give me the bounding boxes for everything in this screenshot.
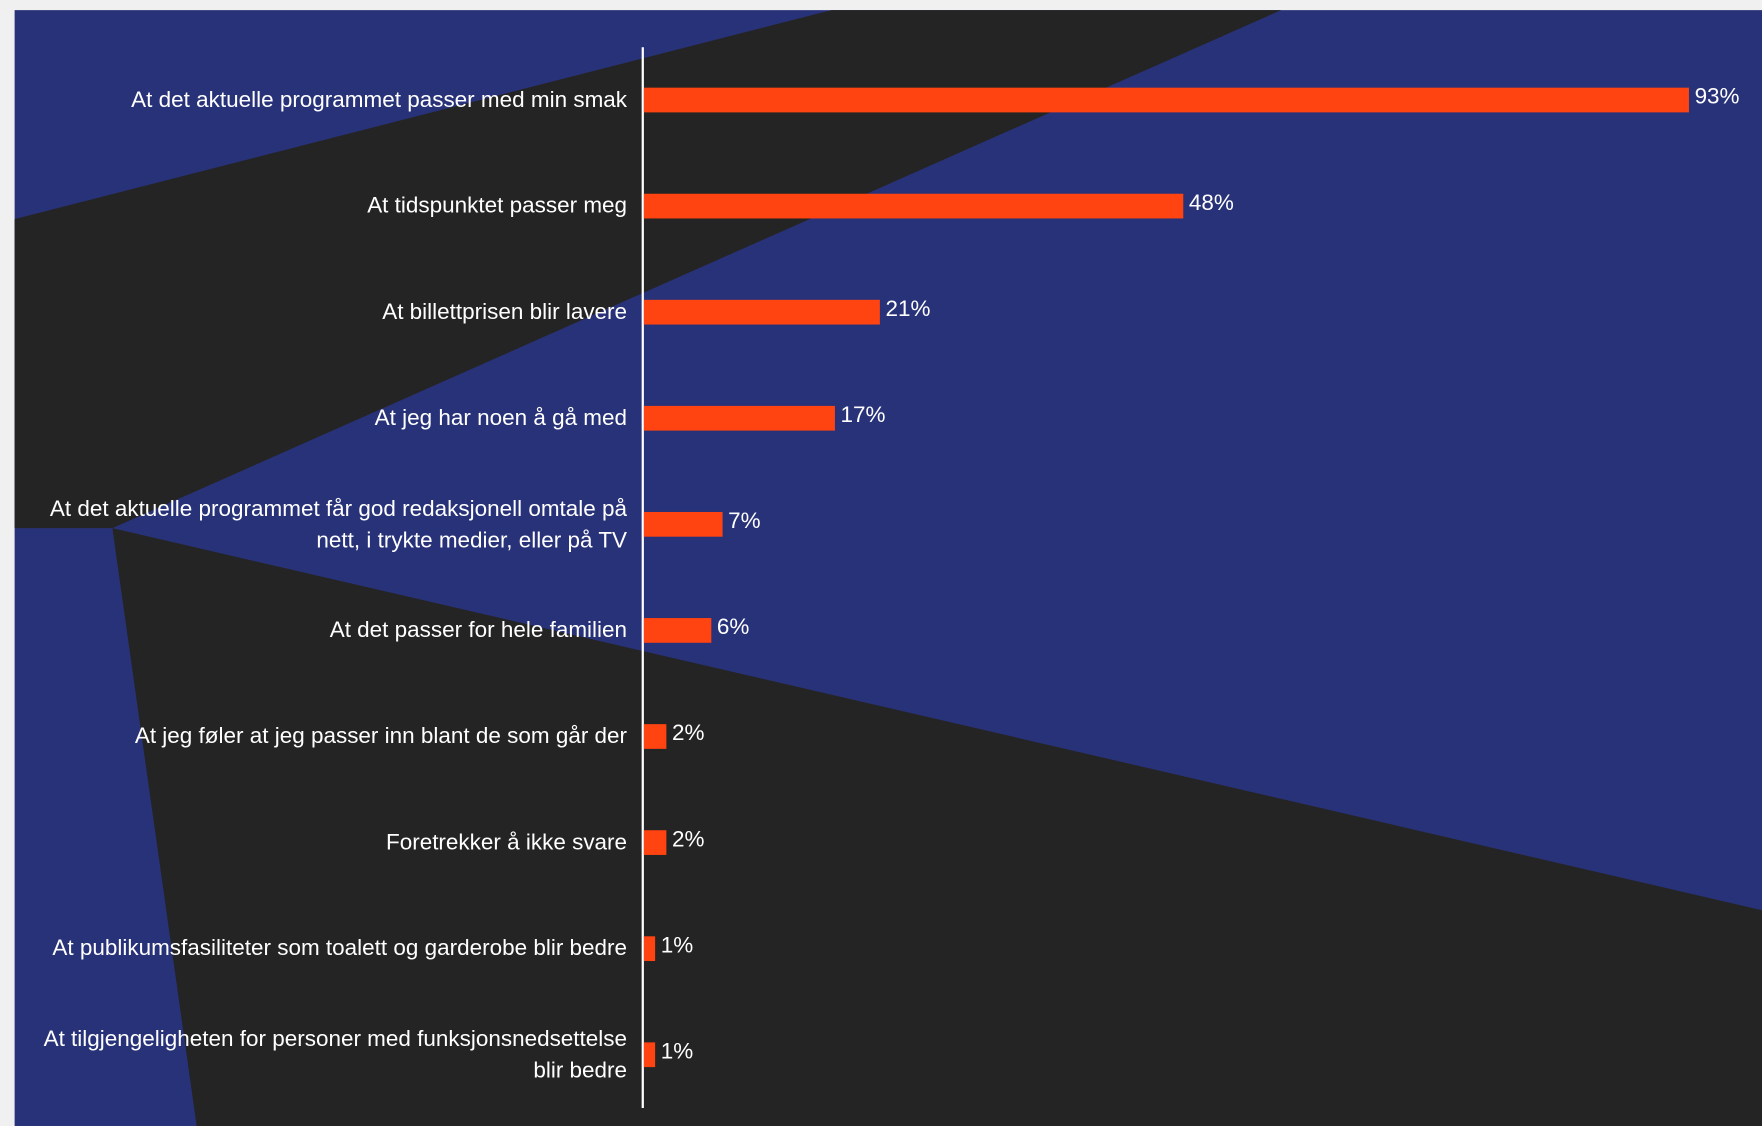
category-label: At det passer for hele familien xyxy=(329,618,628,643)
bar xyxy=(643,87,1689,113)
value-label: 2% xyxy=(672,826,704,851)
value-label: 7% xyxy=(728,508,760,533)
category-label: At tidspunktet passer meg xyxy=(367,193,628,219)
category-label: At billettprisen blir lavere xyxy=(382,299,628,325)
bar xyxy=(643,618,712,643)
value-label: 2% xyxy=(672,720,704,745)
category-label-box: At billettprisen blir lavere xyxy=(382,299,628,325)
category-label: At jeg har noen å gå med xyxy=(374,405,628,431)
category-label-box: At det passer for hele familien xyxy=(329,618,628,643)
value-label: 17% xyxy=(841,402,886,427)
category-label-box: At jeg har noen å gå med xyxy=(374,405,628,431)
value-label: 1% xyxy=(661,932,693,957)
category-label: At tilgjengeligheten for personer med fu… xyxy=(43,1026,628,1083)
value-label: 48% xyxy=(1189,190,1234,215)
bar xyxy=(643,830,667,855)
category-label-box: At det aktuelle programmet får god redak… xyxy=(49,496,628,553)
bar xyxy=(643,299,880,325)
bar xyxy=(643,511,723,537)
category-label-box: At jeg føler at jeg passer inn blant de … xyxy=(134,724,628,749)
category-label-box: At publikumsfasiliteter som toalett og g… xyxy=(52,936,628,962)
category-label: Foretrekker å ikke svare xyxy=(385,830,628,855)
bar xyxy=(643,405,835,431)
category-label: At det aktuelle programmet får god redak… xyxy=(49,496,628,553)
value-label: 1% xyxy=(661,1038,693,1063)
background-shape xyxy=(14,10,1282,529)
bar xyxy=(643,724,667,749)
bar xyxy=(643,936,656,962)
bar xyxy=(643,1042,656,1068)
category-label: At jeg føler at jeg passer inn blant de … xyxy=(134,724,628,749)
bar xyxy=(643,193,1184,219)
value-label: 93% xyxy=(1695,84,1740,109)
value-label: 21% xyxy=(885,296,930,321)
category-label: At det aktuelle programmet passer med mi… xyxy=(131,87,628,113)
background-shape xyxy=(112,528,1762,1126)
category-label-box: At det aktuelle programmet passer med mi… xyxy=(131,87,628,113)
category-label: At publikumsfasiliteter som toalett og g… xyxy=(52,936,628,962)
category-label-box: At tidspunktet passer meg xyxy=(367,193,628,219)
category-label-box: Foretrekker å ikke svare xyxy=(385,830,628,855)
category-label-box: At tilgjengeligheten for personer med fu… xyxy=(43,1026,628,1083)
value-label: 6% xyxy=(717,614,749,639)
